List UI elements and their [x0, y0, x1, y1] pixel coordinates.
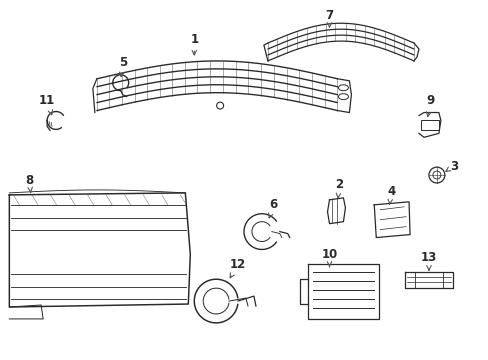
- Text: 13: 13: [420, 251, 436, 270]
- Bar: [420, 121, 438, 130]
- Text: 1: 1: [190, 33, 198, 55]
- Text: 3: 3: [445, 159, 457, 172]
- Text: 5: 5: [118, 57, 126, 77]
- Text: 7: 7: [325, 9, 333, 28]
- Text: 8: 8: [25, 174, 33, 192]
- Text: 11: 11: [39, 94, 55, 115]
- Text: 2: 2: [335, 179, 343, 198]
- Text: 9: 9: [426, 94, 434, 117]
- Text: 12: 12: [229, 258, 245, 278]
- Text: 6: 6: [268, 198, 277, 218]
- Text: 10: 10: [321, 248, 337, 267]
- Text: 4: 4: [386, 185, 394, 204]
